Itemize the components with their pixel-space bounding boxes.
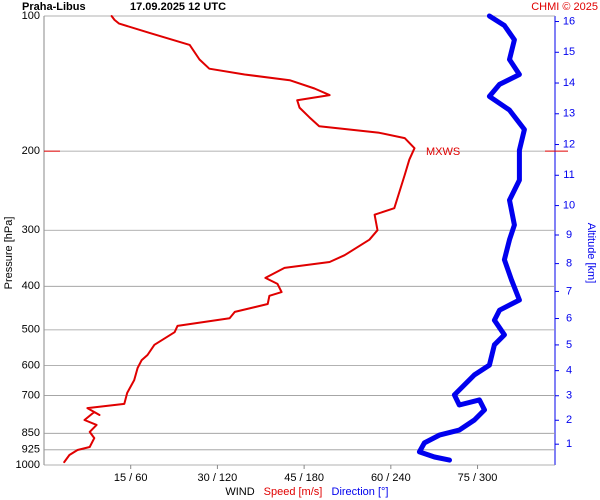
y2-tick-label: 10 bbox=[563, 199, 575, 211]
y2-label: Altitude [km] bbox=[585, 223, 597, 284]
y2-tick-label: 4 bbox=[566, 365, 572, 377]
y2-tick-label: 15 bbox=[563, 46, 575, 58]
x-label: WIND bbox=[225, 486, 254, 498]
y2-tick-label: 12 bbox=[563, 138, 575, 150]
y-tick-label: 700 bbox=[22, 389, 40, 401]
y-tick-label: 600 bbox=[22, 359, 40, 371]
y2-tick-label: 14 bbox=[563, 77, 575, 89]
profile-line bbox=[416, 13, 527, 463]
x-tick-label: 30 / 120 bbox=[198, 472, 238, 484]
y-tick-label: 500 bbox=[22, 324, 40, 336]
x-tick-label: 60 / 240 bbox=[371, 472, 411, 484]
y2-tick-label: 1 bbox=[566, 438, 572, 450]
annotation-label: MXWS bbox=[426, 146, 460, 158]
y-tick-label: 925 bbox=[22, 444, 40, 456]
y-tick-label: 300 bbox=[22, 224, 40, 236]
station: Praha-Libus bbox=[22, 1, 86, 13]
datetime: 17.09.2025 12 UTC bbox=[130, 1, 226, 13]
profile-line bbox=[63, 15, 416, 464]
legend-direction: Direction [°] bbox=[332, 486, 389, 498]
y2-tick-label: 7 bbox=[566, 285, 572, 297]
credit: CHMI © 2025 bbox=[531, 1, 598, 13]
y2-tick-label: 13 bbox=[563, 108, 575, 120]
y2-tick-label: 16 bbox=[563, 15, 575, 27]
x-tick-label: 75 / 300 bbox=[458, 472, 498, 484]
y-label: Pressure [hPa] bbox=[3, 217, 15, 290]
y-tick-label: 400 bbox=[22, 280, 40, 292]
y-tick-label: 1000 bbox=[16, 459, 40, 471]
legend-speed: Speed [m/s] bbox=[264, 486, 323, 498]
y2-tick-label: 8 bbox=[566, 258, 572, 270]
y2-tick-label: 5 bbox=[566, 339, 572, 351]
y-tick-label: 850 bbox=[22, 427, 40, 439]
y-tick-label: 200 bbox=[22, 145, 40, 157]
y2-tick-label: 2 bbox=[566, 414, 572, 426]
x-tick-label: 15 / 60 bbox=[114, 472, 148, 484]
y2-tick-label: 3 bbox=[566, 390, 572, 402]
x-tick-label: 45 / 180 bbox=[284, 472, 324, 484]
y2-tick-label: 9 bbox=[566, 229, 572, 241]
y2-tick-label: 6 bbox=[566, 312, 572, 324]
y2-tick-label: 11 bbox=[563, 169, 574, 181]
y-tick-label: 100 bbox=[22, 10, 40, 22]
